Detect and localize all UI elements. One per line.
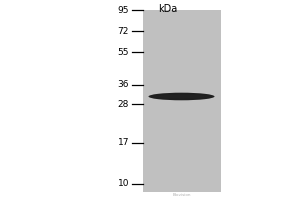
Text: 95: 95 [118, 6, 129, 15]
Text: kDa: kDa [158, 4, 178, 14]
Text: 55: 55 [118, 48, 129, 57]
Bar [142, 10, 220, 192]
Ellipse shape [158, 95, 205, 98]
Ellipse shape [148, 93, 214, 100]
Text: 36: 36 [118, 80, 129, 89]
Text: 10: 10 [118, 179, 129, 188]
Text: 72: 72 [118, 27, 129, 36]
Text: 17: 17 [118, 138, 129, 147]
Text: Biovision: Biovision [172, 193, 191, 197]
Text: 28: 28 [118, 100, 129, 109]
